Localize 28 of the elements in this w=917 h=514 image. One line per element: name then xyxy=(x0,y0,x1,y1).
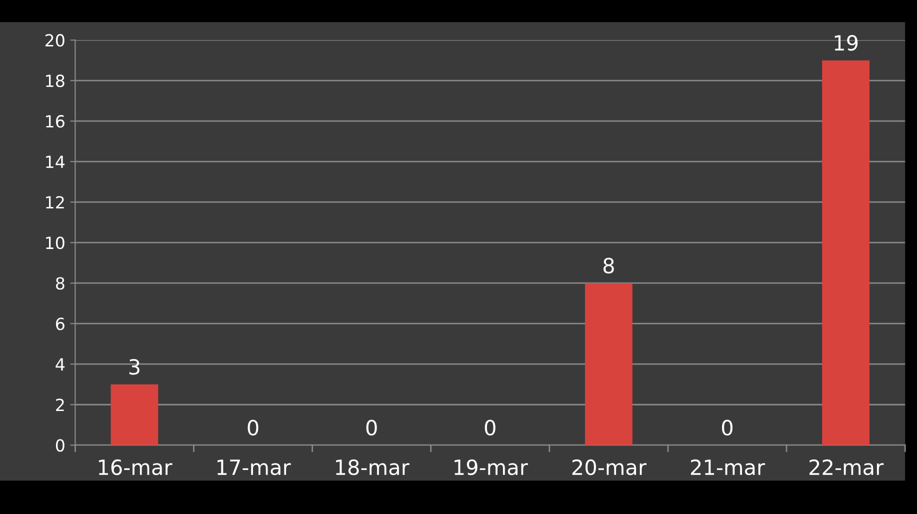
x-tick-label: 18-mar xyxy=(336,459,410,476)
y-tick-label: 6 xyxy=(56,318,64,330)
data-label: 19 xyxy=(834,34,858,51)
y-tick-label: 0 xyxy=(56,439,64,452)
data-label: 8 xyxy=(603,258,614,274)
x-tick-label: 21-mar xyxy=(690,459,766,476)
y-tick-label: 4 xyxy=(56,358,65,370)
x-tick-label: 17-mar xyxy=(217,460,291,476)
y-tick-label: 12 xyxy=(46,196,64,208)
y-tick-label: 20 xyxy=(45,34,64,47)
y-tick-label: 14 xyxy=(46,156,65,168)
bar xyxy=(110,384,158,446)
y-tick-label: 18 xyxy=(46,74,64,88)
x-tick-label: 16-mar xyxy=(98,459,172,476)
y-tick-label: 10 xyxy=(46,236,64,250)
data-label: 0 xyxy=(722,420,732,436)
bar xyxy=(584,283,632,446)
x-tick-label: 22-mar xyxy=(810,459,884,476)
y-tick-label: 8 xyxy=(56,277,64,290)
data-label: 0 xyxy=(484,420,496,436)
y-tick-label: 16 xyxy=(46,115,64,128)
y-tick-label: 2 xyxy=(56,398,64,411)
data-label: 3 xyxy=(129,359,140,375)
data-label: 0 xyxy=(248,420,258,436)
bar xyxy=(822,60,870,446)
data-label: 0 xyxy=(366,420,377,436)
x-tick-label: 20-mar xyxy=(572,459,647,476)
x-tick-label: 19-mar xyxy=(454,459,528,476)
